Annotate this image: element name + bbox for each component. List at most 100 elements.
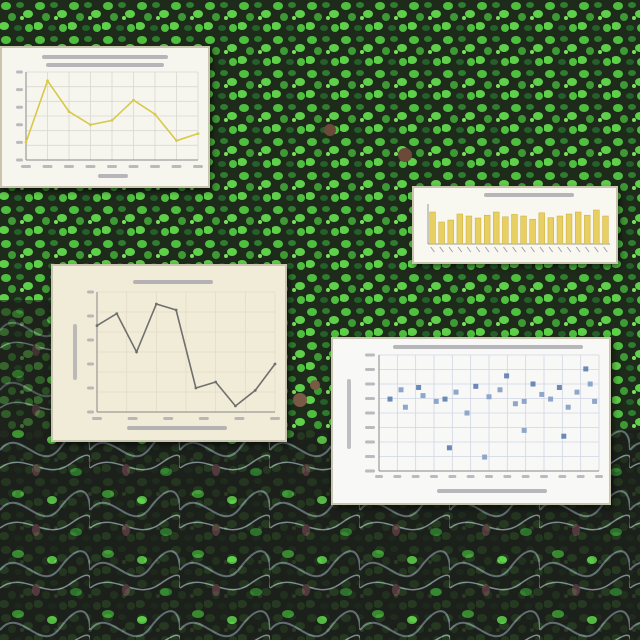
scatter-point <box>583 366 589 372</box>
scatter-point <box>587 381 593 387</box>
scatter-point <box>548 396 554 402</box>
y-tick-label <box>16 140 23 144</box>
x-tick-label <box>430 246 435 253</box>
x-tick-label <box>150 165 160 168</box>
data-point <box>234 404 237 408</box>
data-point <box>46 79 49 83</box>
bar <box>556 215 564 245</box>
y-tick-label <box>365 411 375 415</box>
bar <box>493 211 500 245</box>
x-tick-label <box>466 475 475 478</box>
data-point <box>67 110 71 113</box>
y-tick-label <box>87 290 94 294</box>
data-point <box>135 350 138 354</box>
y-tick-label <box>16 88 23 92</box>
chart-title <box>393 345 583 349</box>
scatter-point <box>442 396 448 402</box>
scatter-point <box>574 389 580 395</box>
data-point <box>196 132 200 135</box>
x-tick-label <box>548 246 554 253</box>
bar <box>574 211 582 245</box>
chart-title <box>42 55 168 59</box>
data-point <box>154 302 158 306</box>
data-point <box>153 112 157 116</box>
y-axis-label <box>73 324 77 380</box>
scatter-point <box>398 387 404 393</box>
scatter-point <box>446 445 452 451</box>
x-tick-label <box>85 165 96 168</box>
scatter-point <box>592 398 598 404</box>
chart-subtitle <box>46 63 164 67</box>
y-tick-label <box>365 382 375 386</box>
x-tick-label <box>128 165 139 168</box>
data-point <box>115 312 119 315</box>
bar <box>438 221 445 245</box>
y-tick-label <box>365 368 375 371</box>
x-tick-label <box>107 165 117 168</box>
bar <box>547 217 555 245</box>
chart-title <box>133 280 213 284</box>
x-tick-label <box>448 246 453 253</box>
bar <box>584 214 591 245</box>
data-point <box>194 386 198 390</box>
scatter-point <box>482 454 488 460</box>
x-tick-label <box>393 475 402 478</box>
y-tick-label <box>16 70 23 74</box>
data-point <box>95 324 99 327</box>
chart-panel-line-small <box>0 46 210 188</box>
bar <box>538 212 545 245</box>
line-chart-small <box>16 55 203 178</box>
scatter-point <box>402 404 408 410</box>
y-tick-label <box>16 105 23 109</box>
bar <box>465 215 473 245</box>
x-tick-label <box>539 246 544 253</box>
scatter-point <box>512 401 518 407</box>
x-tick-label <box>494 246 499 253</box>
x-tick-label <box>466 246 472 253</box>
y-tick-label <box>365 426 375 429</box>
scatter-point <box>497 387 503 393</box>
x-tick-label <box>566 246 572 253</box>
x-tick-label <box>521 475 530 478</box>
data-point <box>175 139 178 143</box>
bar <box>593 209 600 245</box>
x-tick-label <box>127 417 138 420</box>
bar <box>511 214 518 245</box>
scatter-point <box>521 427 527 433</box>
scatter-point <box>433 398 439 404</box>
y-tick-label <box>87 410 94 414</box>
y-tick-label <box>87 314 94 318</box>
x-tick-label <box>234 417 245 420</box>
x-axis-label <box>437 489 547 493</box>
x-tick-label <box>585 246 590 253</box>
y-tick-label <box>365 469 375 473</box>
x-tick-label <box>484 246 490 253</box>
bar-chart <box>427 193 610 253</box>
x-tick-label <box>594 246 599 253</box>
y-tick-label <box>87 338 94 342</box>
x-tick-label <box>576 475 585 478</box>
x-axis-label <box>127 426 227 430</box>
y-tick-label <box>365 397 375 400</box>
scatter-point <box>556 384 562 390</box>
x-tick-label <box>439 246 444 253</box>
data-point <box>174 308 178 312</box>
x-tick-label <box>503 475 512 478</box>
bar <box>602 215 609 245</box>
data-point <box>110 119 114 122</box>
y-axis-label <box>347 379 351 449</box>
x-tick-label <box>411 475 420 478</box>
x-tick-label <box>457 246 463 253</box>
data-point <box>132 98 135 102</box>
data-point <box>24 141 28 144</box>
x-tick-label <box>193 165 203 168</box>
y-tick-label <box>365 455 375 458</box>
x-tick-label <box>557 246 563 253</box>
x-tick-label <box>42 165 53 168</box>
x-tick-label <box>475 246 481 253</box>
x-tick-label <box>575 246 581 253</box>
scatter-point <box>539 391 545 397</box>
chart-title <box>484 193 574 197</box>
x-tick-label <box>512 246 517 253</box>
x-tick-label <box>163 417 174 420</box>
